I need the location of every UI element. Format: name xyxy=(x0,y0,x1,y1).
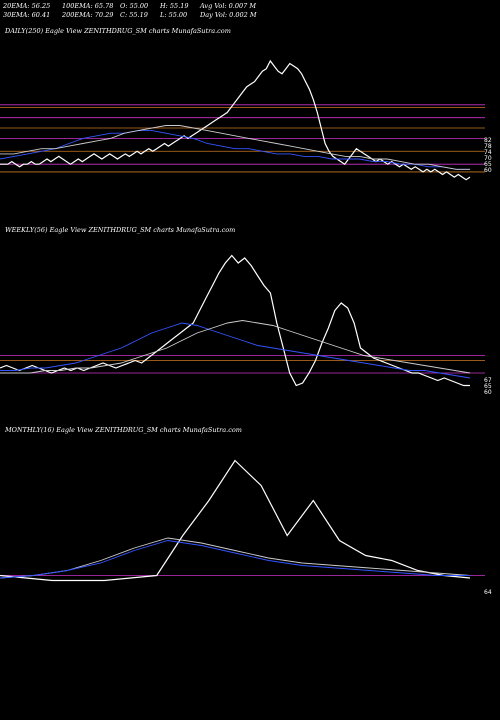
right-axis-label: 82 xyxy=(484,137,492,144)
weekly-chart-title: WEEKLY(56) Eagle View ZENITHDRUG_SM char… xyxy=(5,226,236,234)
right-axis-label: 65 xyxy=(484,383,492,390)
price-line xyxy=(0,459,471,582)
moving-average-line xyxy=(0,130,470,170)
ema30-stat: 30EMA: 60.41 xyxy=(3,11,51,19)
monthly-chart-title: MONTHLY(16) Eagle View ZENITHDRUG_SM cha… xyxy=(5,426,242,434)
moving-average-line xyxy=(0,125,470,170)
right-axis-label: 67 xyxy=(484,377,492,384)
avg-volume-stat: Avg Vol: 0.007 M xyxy=(200,2,257,10)
moving-average-line xyxy=(0,540,470,579)
ema200-stat: 200EMA: 70.29 xyxy=(62,11,114,19)
moving-average-line xyxy=(0,537,471,579)
daily-chart-title: DAILY(250) Eagle View ZENITHDRUG_SM char… xyxy=(5,27,231,35)
price-line xyxy=(0,254,470,387)
stats-header: 20EMA: 56.25 100EMA: 65.78 O: 55.00 H: 5… xyxy=(0,0,500,20)
ema100-stat: 100EMA: 65.78 xyxy=(62,2,114,10)
moving-average-line xyxy=(0,320,471,374)
right-axis-label: 74 xyxy=(484,149,492,156)
ema20-stat: 20EMA: 56.25 xyxy=(3,2,51,10)
right-axis-label: 60 xyxy=(484,389,492,396)
price-line xyxy=(0,59,471,181)
right-axis-label: 65 xyxy=(484,161,492,168)
open-stat: O: 55.00 xyxy=(120,2,149,10)
right-axis-label: 70 xyxy=(484,155,492,162)
right-axis-label: 64 xyxy=(484,589,492,596)
monthly-chart: 64 xyxy=(0,459,492,596)
close-stat: C: 55.19 xyxy=(120,11,148,19)
right-axis-label: 78 xyxy=(484,143,492,150)
low-stat: L: 55.00 xyxy=(160,11,188,19)
right-axis-label: 60 xyxy=(484,167,492,174)
high-stat: H: 55.19 xyxy=(160,2,189,10)
moving-average-line xyxy=(0,322,471,379)
day-volume-stat: Day Vol: 0.002 M xyxy=(200,11,257,19)
